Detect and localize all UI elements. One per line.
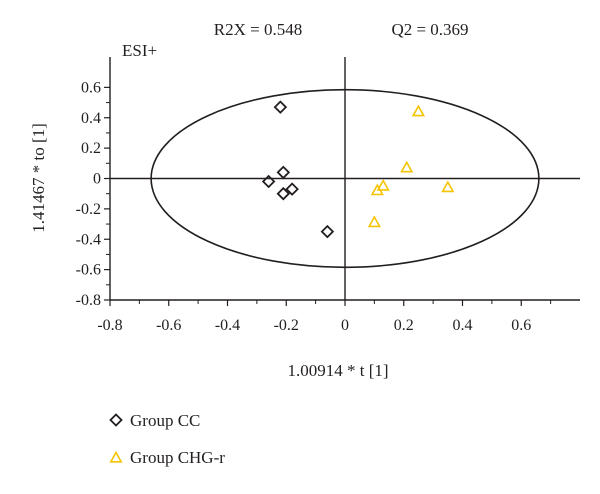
diamond-data-point bbox=[261, 174, 276, 189]
y-tick-label: 0 bbox=[93, 171, 101, 188]
triangle-data-point bbox=[370, 183, 384, 196]
y-tick-label: 0.4 bbox=[81, 110, 101, 127]
x-axis-title: 1.00914 * t [1] bbox=[287, 361, 388, 380]
y-tick-label: 0.2 bbox=[81, 140, 101, 157]
triangle-data-point bbox=[376, 178, 390, 191]
y-tick-label: -0.2 bbox=[76, 201, 101, 218]
r2x-annotation: R2X = 0.548 bbox=[214, 20, 302, 39]
x-tick-label: -0.2 bbox=[274, 317, 299, 334]
diamond-data-point bbox=[276, 165, 291, 180]
esi-mode-label: ESI+ bbox=[122, 41, 157, 60]
diamond-data-point bbox=[320, 224, 335, 239]
legend: Group CC Group CHG-r bbox=[109, 411, 225, 467]
diamond-data-point bbox=[285, 182, 299, 196]
triangle-data-point bbox=[400, 160, 414, 173]
legend-label-group-chg-r: Group CHG-r bbox=[130, 448, 225, 467]
y-tick-label: 0.6 bbox=[81, 79, 101, 96]
x-tick-label: 0.2 bbox=[394, 317, 414, 334]
x-tick-label: 0.4 bbox=[453, 317, 473, 334]
legend-item-group-cc: Group CC bbox=[109, 411, 200, 430]
data-points bbox=[261, 100, 455, 239]
x-tick-label: 0 bbox=[341, 317, 349, 334]
y-tick-label: -0.6 bbox=[76, 262, 101, 279]
y-tick-label: -0.8 bbox=[76, 292, 101, 309]
diamond-marker-icon bbox=[109, 413, 123, 427]
diamond-data-point bbox=[273, 100, 288, 114]
confidence-ellipse-group bbox=[150, 88, 540, 269]
x-tick-label: 0.6 bbox=[511, 317, 531, 334]
q2-annotation: Q2 = 0.369 bbox=[391, 20, 468, 39]
triangle-data-point bbox=[441, 180, 455, 193]
triangle-data-point bbox=[367, 215, 381, 228]
x-tick-label: -0.8 bbox=[97, 317, 122, 334]
triangle-marker-icon bbox=[109, 450, 123, 463]
diamond-data-point bbox=[276, 186, 291, 201]
confidence-ellipse bbox=[150, 88, 540, 269]
legend-item-group-chg-r: Group CHG-r bbox=[109, 448, 225, 467]
axes: -0.8 -0.6 -0.4 -0.2 0 0.2 0.4 0.6 0.6 0.4 0.2 0 -0.2… bbox=[76, 57, 580, 334]
y-axis-title: 1.41467 * to [1] bbox=[29, 123, 48, 233]
x-tick-label: -0.6 bbox=[156, 317, 181, 334]
series-group-cc bbox=[261, 100, 335, 239]
y-tick-label: -0.4 bbox=[76, 231, 101, 248]
series-group-chg-r bbox=[367, 104, 455, 228]
legend-label-group-cc: Group CC bbox=[130, 411, 200, 430]
x-tick-label: -0.4 bbox=[215, 317, 240, 334]
triangle-data-point bbox=[411, 104, 426, 117]
